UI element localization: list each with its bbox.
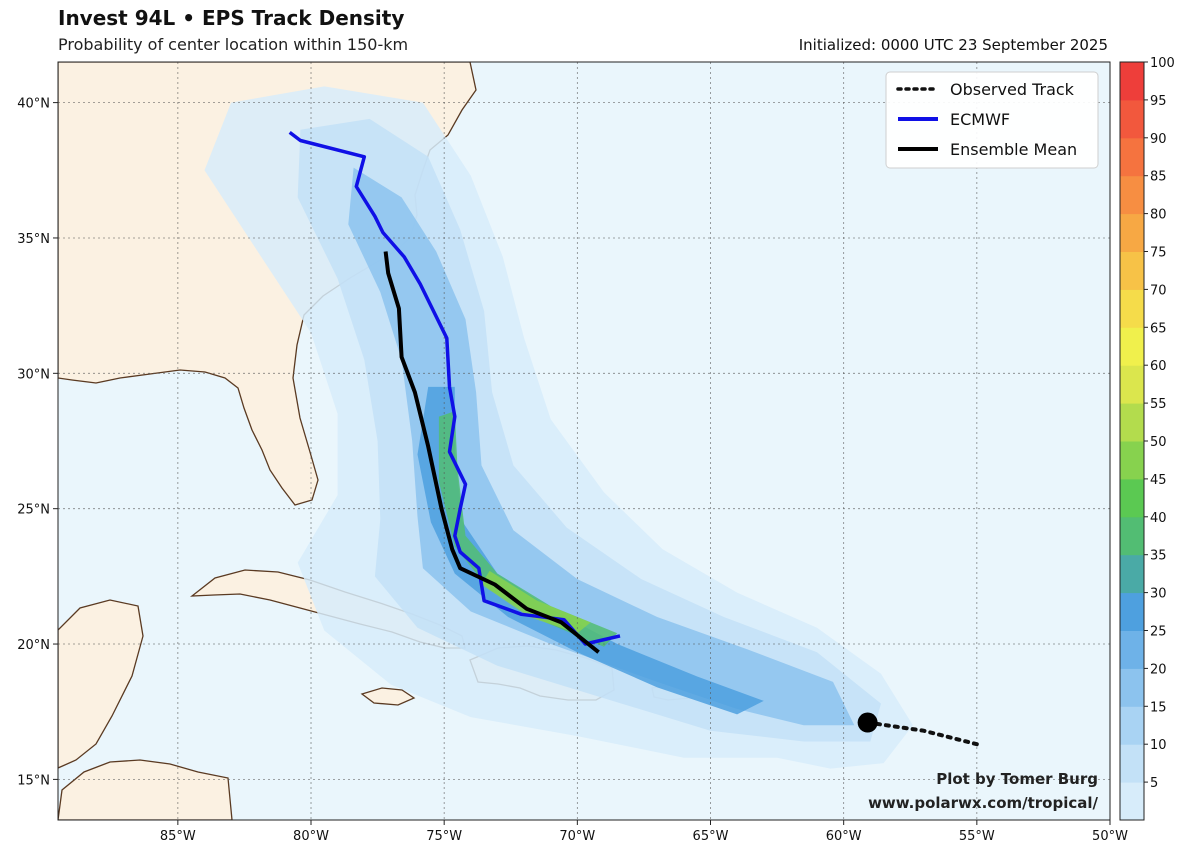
colorbar-segment <box>1120 592 1144 631</box>
colorbar-tick-label: 70 <box>1150 283 1167 298</box>
tracks-layer <box>288 131 979 747</box>
colorbar: 5 10 15 20 25 30 35 40 45 50 55 60 65 70 75 80 85 90 95 100 <box>1119 56 1175 821</box>
colorbar-segment <box>1120 554 1144 594</box>
colorbar-tick-label: 95 <box>1150 94 1167 109</box>
lat-tick-label: 15°N <box>17 773 50 788</box>
colorbar-tick-label: 100 <box>1150 56 1175 71</box>
lat-tick-label: 35°N <box>17 232 50 247</box>
colorbar-tick-label: 75 <box>1150 246 1167 261</box>
colorbar-tick-label: 80 <box>1150 208 1167 223</box>
colorbar-tick-label: 45 <box>1150 473 1167 488</box>
chart-subtitle: Probability of center location within 15… <box>58 35 409 54</box>
density-layer <box>204 86 913 769</box>
lon-tick-label: 60°W <box>826 829 862 844</box>
ensemble-mean-track <box>383 251 600 654</box>
legend-label-observed: Observed Track <box>950 80 1075 99</box>
lon-tick-label: 55°W <box>959 829 995 844</box>
colorbar-segment <box>1120 403 1144 442</box>
current-position-marker <box>857 712 878 733</box>
colorbar-segment <box>1120 630 1144 669</box>
ecmwf-track <box>288 131 621 646</box>
credit-url: www.polarwx.com/tropical/ <box>868 794 1098 812</box>
observed-track <box>865 720 979 747</box>
colorbar-tick-label: 30 <box>1150 587 1167 602</box>
colorbar-tick-label: 65 <box>1150 321 1167 336</box>
colorbar-segment <box>1120 137 1144 177</box>
colorbar-tick-label: 85 <box>1150 170 1167 185</box>
colorbar-segment <box>1120 706 1144 745</box>
colorbar-segment <box>1120 213 1144 252</box>
land-central-america <box>58 759 233 820</box>
colorbar-segment <box>1120 365 1144 404</box>
colorbar-tick-label: 35 <box>1150 549 1167 564</box>
lon-tick-label: 50°W <box>1092 829 1128 844</box>
lat-tick-label: 25°N <box>17 503 50 518</box>
colorbar-tick-label: 50 <box>1150 435 1167 450</box>
lon-tick-label: 85°W <box>160 829 196 844</box>
lon-tick-label: 75°W <box>426 829 462 844</box>
colorbar-tick-label: 20 <box>1150 662 1167 677</box>
lon-tick-label: 70°W <box>559 829 595 844</box>
colorbar-segment <box>1120 62 1144 101</box>
legend-box <box>885 71 1099 169</box>
legend: Observed Track ECMWF Ensemble Mean <box>885 71 1099 169</box>
lon-tick-label: 80°W <box>293 829 329 844</box>
initialized-time: Initialized: 0000 UTC 23 September 2025 <box>798 36 1108 54</box>
lat-tick-label: 20°N <box>17 638 50 653</box>
colorbar-segment <box>1120 99 1144 139</box>
colorbar-segment <box>1120 782 1144 821</box>
colorbar-segment <box>1120 441 1144 480</box>
colorbar-tick-label: 90 <box>1150 132 1167 147</box>
colorbar-tick-label: 25 <box>1150 625 1167 640</box>
map-frame <box>57 61 1111 821</box>
credit-author: Plot by Tomer Burg <box>936 770 1098 788</box>
lat-tick-label: 30°N <box>17 367 50 382</box>
lat-tick-label: 40°N <box>17 97 50 112</box>
colorbar-tick-label: 10 <box>1150 738 1167 753</box>
colorbar-tick-label: 40 <box>1150 511 1167 526</box>
colorbar-tick-label: 55 <box>1150 397 1167 412</box>
colorbar-segment <box>1120 289 1144 328</box>
colorbar-segment <box>1120 175 1144 215</box>
colorbar-segment <box>1120 744 1144 783</box>
axis-ticks: 85°W 80°W 75°W 70°W 65°W 60°W 55°W 50°W 15°N 20°N… <box>17 97 1128 844</box>
land-jamaica <box>360 687 416 706</box>
land-yucatan <box>58 599 144 769</box>
colorbar-segment <box>1120 327 1144 366</box>
plot-credit: Plot by Tomer Burg www.polarwx.com/tropi… <box>868 770 1098 812</box>
legend-label-ecmwf: ECMWF <box>950 110 1010 129</box>
colorbar-segment <box>1120 668 1144 707</box>
colorbar-tick-label: 60 <box>1150 359 1167 374</box>
lon-tick-label: 65°W <box>693 829 729 844</box>
colorbar-tick-label: 15 <box>1150 700 1167 715</box>
colorbar-segment <box>1120 478 1144 518</box>
colorbar-segment <box>1120 251 1144 290</box>
colorbar-segment <box>1120 516 1144 556</box>
colorbar-tick-label: 5 <box>1150 776 1158 791</box>
chart-title: Invest 94L • EPS Track Density <box>58 6 405 30</box>
gridlines <box>58 62 1110 820</box>
legend-label-mean: Ensemble Mean <box>950 140 1077 159</box>
density-contour-50 <box>481 570 591 634</box>
